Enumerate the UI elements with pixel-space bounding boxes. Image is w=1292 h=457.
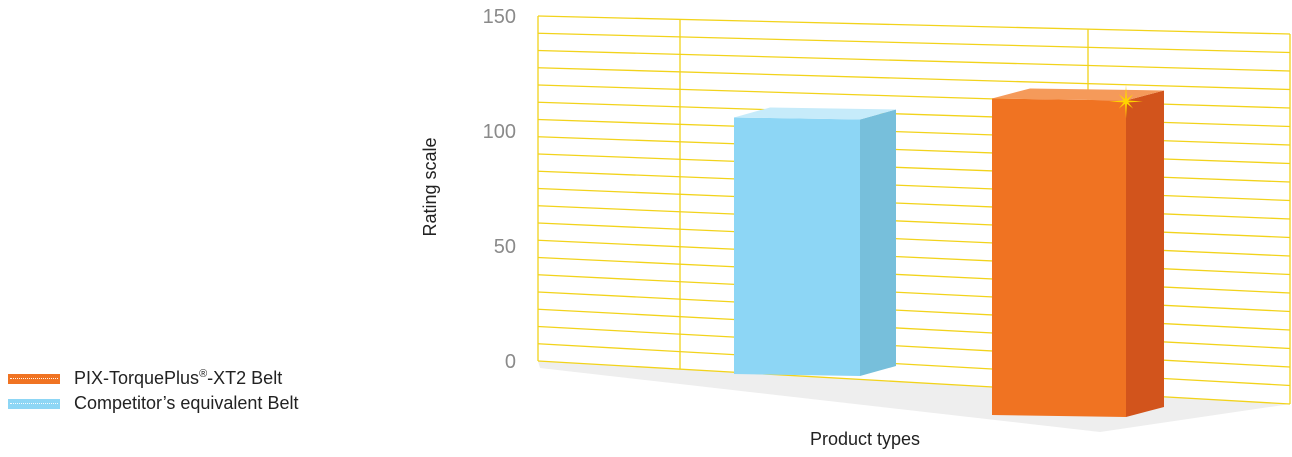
bar-pix-top [992, 88, 1164, 101]
legend-label-competitor: Competitor’s equivalent Belt [74, 393, 299, 413]
grid-line-horizontal [537, 15, 1291, 35]
bar-competitor-top [734, 107, 896, 120]
x-axis-title: Product types [810, 429, 920, 449]
bar-competitor-side [860, 109, 896, 376]
y-tick-label: 50 [494, 236, 516, 258]
grid-line-horizontal [537, 239, 1291, 276]
grid-line-horizontal [537, 118, 1291, 146]
grid-line-horizontal [537, 205, 1291, 239]
chart-floor [538, 361, 1290, 432]
grid-line-horizontal [537, 84, 1291, 109]
bar-pix-front [992, 98, 1126, 418]
legend-swatch-pix [8, 373, 60, 384]
bar-pix-side [1126, 90, 1164, 418]
legend-swatch-competitor [8, 398, 60, 409]
grid-line-horizontal [537, 187, 1291, 220]
grid-line-horizontal [537, 360, 1291, 405]
y-tick-label: 100 [483, 121, 516, 143]
legend-label-pix: PIX-TorquePlus®-XT2 Belt [74, 368, 283, 388]
floor-plane [538, 361, 1290, 432]
grid-line-horizontal [537, 308, 1291, 350]
bar-competitor-front [734, 117, 860, 376]
legend: PIX-TorquePlus®-XT2 Belt Competitor’s eq… [8, 366, 298, 416]
bars [734, 84, 1164, 418]
grid-line-horizontal [537, 49, 1291, 72]
grid-line-horizontal [537, 32, 1291, 54]
grid-line-horizontal [537, 136, 1291, 165]
grid-line-horizontal [537, 274, 1291, 313]
legend-item-competitor: Competitor’s equivalent Belt [8, 391, 298, 416]
grid-line-horizontal [537, 325, 1291, 368]
y-axis-title: Rating scale [420, 137, 440, 236]
bar-competitor [734, 107, 896, 376]
highlight-star [1109, 84, 1143, 119]
bar-pix [992, 84, 1164, 418]
grid-line-horizontal [537, 222, 1291, 257]
y-tick-label: 150 [483, 6, 516, 28]
y-tick-label: 0 [505, 351, 516, 373]
grid-line-horizontal [537, 343, 1291, 387]
legend-item-pix: PIX-TorquePlus®-XT2 Belt [8, 366, 298, 391]
grid-line-horizontal [537, 101, 1291, 128]
grid-lines [537, 15, 1291, 405]
grid-line-horizontal [537, 153, 1291, 183]
grid-line-horizontal [537, 256, 1291, 294]
grid-line-horizontal [537, 170, 1291, 202]
grid-line-horizontal [537, 67, 1291, 91]
y-axis-ticks: 0 50 100 150 [483, 6, 516, 373]
grid-line-horizontal [537, 291, 1291, 331]
